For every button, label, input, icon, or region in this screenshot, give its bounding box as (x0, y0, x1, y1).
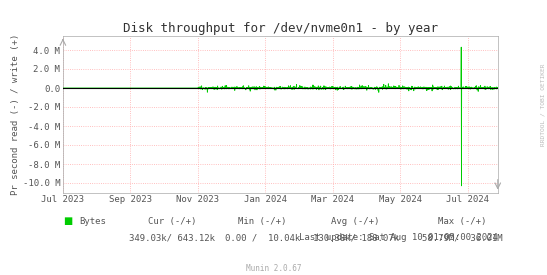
Text: RRDTOOL / TOBI OETIKER: RRDTOOL / TOBI OETIKER (541, 63, 546, 146)
Text: 58.79M/  36.01M: 58.79M/ 36.01M (422, 233, 503, 242)
Title: Disk throughput for /dev/nvme0n1 - by year: Disk throughput for /dev/nvme0n1 - by ye… (123, 21, 438, 35)
Text: Max (-/+): Max (-/+) (438, 217, 486, 226)
Text: 0.00 /  10.04k: 0.00 / 10.04k (225, 233, 300, 242)
Text: Munin 2.0.67: Munin 2.0.67 (246, 264, 301, 273)
Text: Min (-/+): Min (-/+) (238, 217, 287, 226)
Text: Last update: Sat Aug 10 01:05:00 2024: Last update: Sat Aug 10 01:05:00 2024 (299, 233, 498, 242)
Text: ■: ■ (63, 216, 72, 226)
Text: 349.03k/ 643.12k: 349.03k/ 643.12k (129, 233, 216, 242)
Text: Bytes: Bytes (79, 217, 106, 226)
Text: Avg (-/+): Avg (-/+) (331, 217, 380, 226)
Text: 130.38k/ 188.07k: 130.38k/ 188.07k (312, 233, 399, 242)
Y-axis label: Pr second read (-) / write (+): Pr second read (-) / write (+) (11, 34, 20, 195)
Text: Cur (-/+): Cur (-/+) (148, 217, 196, 226)
